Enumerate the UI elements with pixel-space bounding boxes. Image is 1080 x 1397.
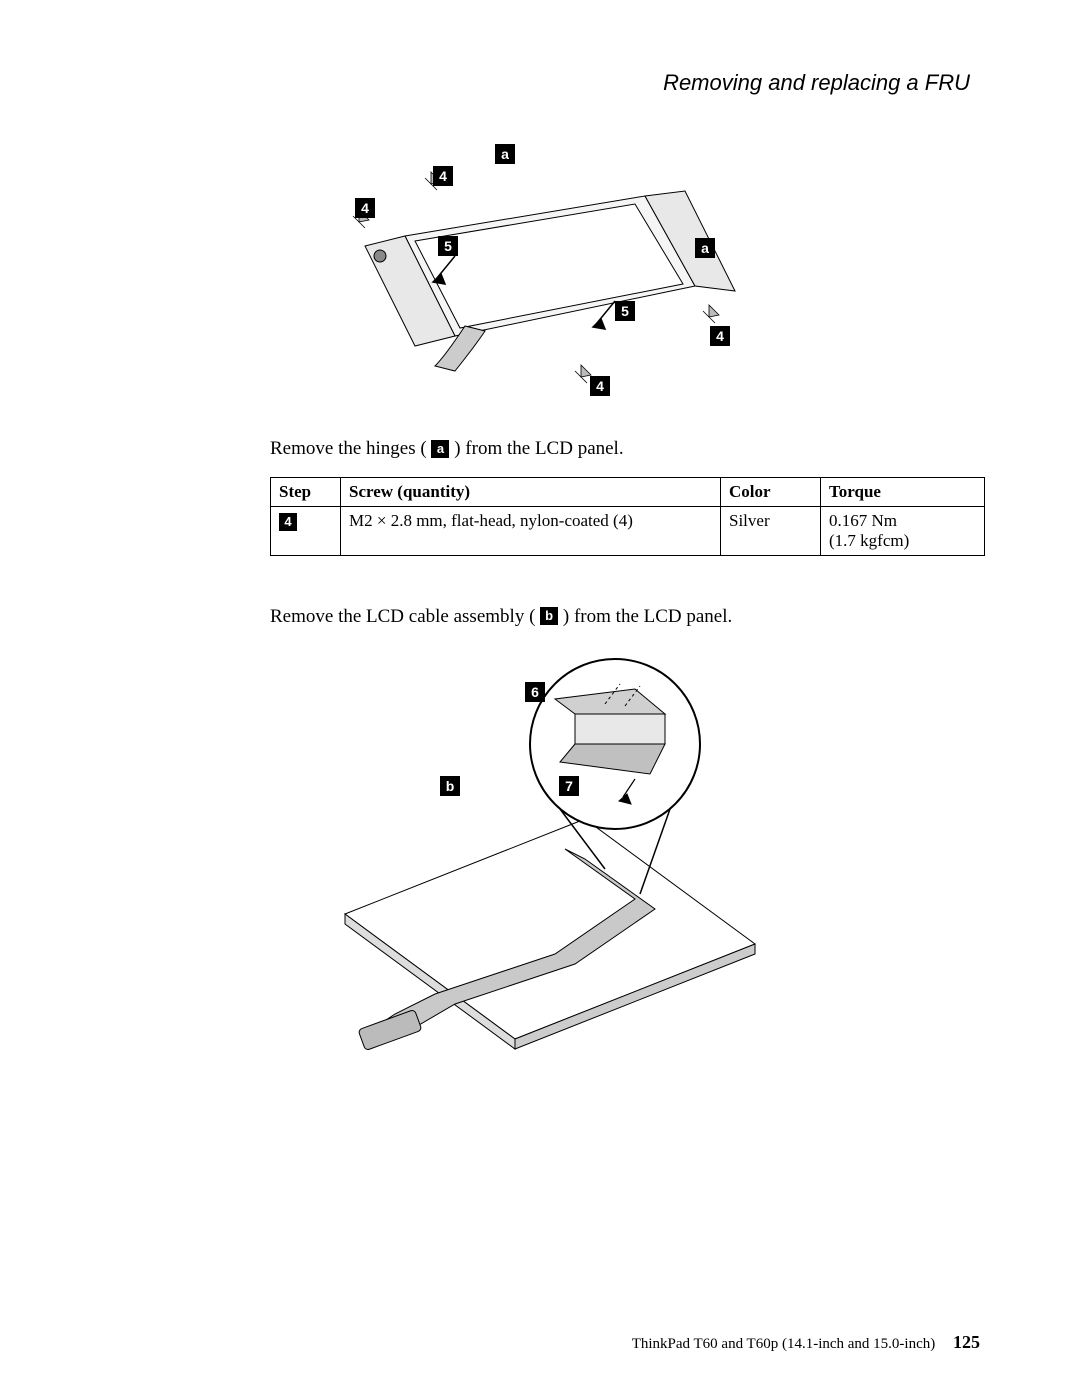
th-color: Color bbox=[721, 477, 821, 506]
caption2-post: ) from the LCD panel. bbox=[563, 606, 732, 627]
inline-callout-a: a bbox=[431, 440, 449, 458]
caption-hinges: Remove the hinges ( a ) from the LCD pan… bbox=[270, 436, 980, 463]
torque-line1: 0.167 Nm bbox=[829, 511, 897, 530]
inline-callout-b: b bbox=[540, 607, 558, 625]
callout-4-tr: 4 bbox=[433, 166, 453, 186]
figure-cable: 6 b 7 bbox=[305, 644, 775, 1064]
th-torque: Torque bbox=[821, 477, 985, 506]
callout-a-right: a bbox=[695, 238, 715, 258]
td-step: 4 bbox=[271, 506, 341, 555]
step-callout-4: 4 bbox=[279, 513, 297, 531]
td-color: Silver bbox=[721, 506, 821, 555]
td-screw: M2 × 2.8 mm, flat-head, nylon-coated (4) bbox=[341, 506, 721, 555]
callout-7: 7 bbox=[559, 776, 579, 796]
figure-hinges: a a 4 4 4 4 5 5 bbox=[305, 136, 775, 426]
callout-5-left: 5 bbox=[438, 236, 458, 256]
th-step: Step bbox=[271, 477, 341, 506]
td-torque: 0.167 Nm (1.7 kgfcm) bbox=[821, 506, 985, 555]
page-footer: ThinkPad T60 and T60p (14.1-inch and 15.… bbox=[632, 1332, 980, 1353]
footer-text: ThinkPad T60 and T60p (14.1-inch and 15.… bbox=[632, 1336, 936, 1352]
page-number: 125 bbox=[953, 1332, 980, 1352]
callout-4-bl: 4 bbox=[590, 376, 610, 396]
page-header: Removing and replacing a FRU bbox=[100, 70, 980, 96]
screw-table: Step Screw (quantity) Color Torque 4 M2 … bbox=[270, 477, 985, 556]
callout-a-top: a bbox=[495, 144, 515, 164]
callout-6: 6 bbox=[525, 682, 545, 702]
caption2-pre: Remove the LCD cable assembly ( bbox=[270, 606, 535, 627]
caption1-pre: Remove the hinges ( bbox=[270, 438, 427, 459]
callout-4-br: 4 bbox=[710, 326, 730, 346]
callout-b: b bbox=[440, 776, 460, 796]
torque-line2: (1.7 kgfcm) bbox=[829, 531, 909, 550]
callout-4-tl: 4 bbox=[355, 198, 375, 218]
caption-cable: Remove the LCD cable assembly ( b ) from… bbox=[270, 604, 980, 631]
caption1-post: ) from the LCD panel. bbox=[454, 438, 623, 459]
th-screw: Screw (quantity) bbox=[341, 477, 721, 506]
callout-5-right: 5 bbox=[615, 301, 635, 321]
